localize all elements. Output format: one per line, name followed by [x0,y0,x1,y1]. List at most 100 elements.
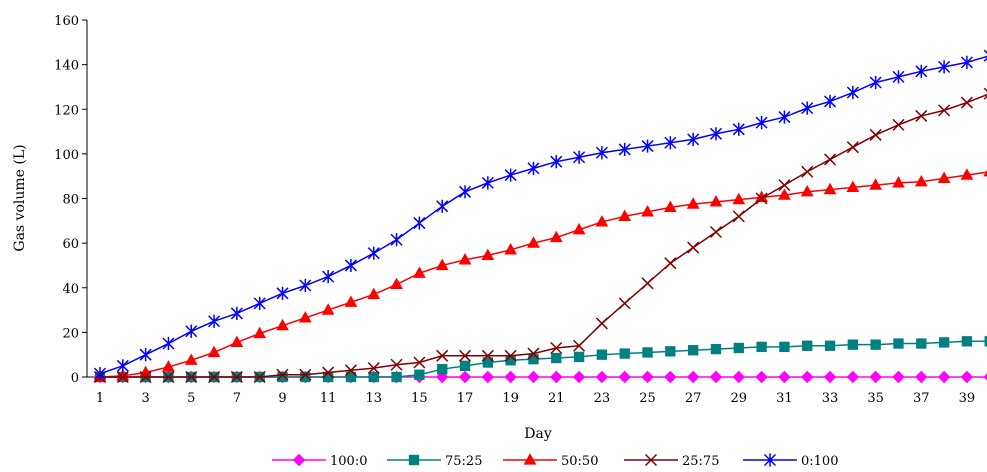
data-point [869,75,882,90]
data-point [756,341,767,353]
data-point [253,296,266,310]
y-axis-title: Gas volume (L) [12,144,28,251]
data-point [800,185,814,197]
legend-marker [644,453,658,467]
data-point [549,230,563,243]
x-tick-label: 27 [685,391,702,406]
data-point [550,370,563,384]
data-point [527,347,540,360]
data-point [983,49,987,62]
data-point [458,349,472,362]
legend-marker [292,453,306,467]
x-tick-label: 13 [365,391,382,406]
data-point [915,64,928,78]
data-point [665,346,676,357]
y-tick-label: 0 [71,371,79,386]
data-point [298,311,312,323]
data-point [573,339,586,352]
data-point [618,142,631,157]
data-point [390,233,403,247]
legend-marker [408,454,420,466]
x-tick-label: 31 [776,391,793,406]
data-point [208,370,221,384]
data-point [960,55,973,69]
data-point [436,199,449,213]
data-point [938,337,950,348]
data-point [755,192,768,205]
data-point [778,188,791,200]
data-point [504,243,517,255]
data-point [185,370,198,384]
legend-item: 100:0 [272,453,367,469]
data-point [595,215,609,227]
y-axis: 0 20 40 60 80 100 120 140 160 [54,14,88,386]
series-line [100,93,987,378]
data-point [184,353,198,365]
data-point [732,192,746,205]
data-point [322,269,335,284]
data-point [778,110,791,124]
data-point [481,349,494,362]
data-point [277,371,288,383]
data-point [436,349,449,362]
data-point [960,96,973,109]
data-point [938,104,951,117]
y-tick-label: 80 [62,193,79,208]
data-point [869,178,883,190]
data-point [961,336,973,347]
data-point [823,182,837,195]
data-point [846,141,859,154]
data-point [778,179,791,192]
legend: 100:0 75:25 50:50 25:75 0:100 [272,453,838,469]
data-point [276,286,289,300]
data-point [983,373,987,381]
data-point [664,257,677,270]
data-point [276,318,289,331]
data-point [458,370,472,384]
data-point [960,168,974,180]
data-point [458,185,472,199]
x-tick-label: 23 [594,391,611,406]
data-point [482,357,494,368]
x-tick-label: 33 [822,391,839,406]
data-point [253,326,267,339]
y-tick-label: 100 [54,148,79,163]
data-point [299,368,312,381]
data-point [709,127,723,141]
data-point [847,339,859,350]
legend-label: 75:25 [445,454,482,469]
data-point [663,200,677,213]
data-point [710,343,722,355]
data-point [778,370,791,384]
data-point [207,345,221,358]
x-tick-label: 15 [411,391,428,406]
data-point [914,174,928,187]
data-point [505,355,516,366]
data-point [732,370,745,384]
x-tick-label: 25 [639,391,656,406]
data-point [458,253,472,265]
data-point [869,128,882,141]
data-point [869,370,882,384]
data-point [437,364,448,375]
data-point [299,278,312,293]
data-point [824,340,836,351]
data-point [779,341,790,353]
data-point [345,371,357,383]
data-point [686,370,700,384]
data-point [504,168,517,182]
series-line [99,55,987,375]
data-point [322,366,335,379]
data-point [709,195,723,207]
data-point [870,339,881,350]
y-tick-label: 60 [62,237,79,252]
data-point [618,297,631,310]
data-point [618,209,632,221]
x-tick-label: 35 [867,391,884,406]
data-point [892,70,905,84]
data-point [185,324,198,338]
legend-marker [523,453,537,465]
data-point [937,370,951,384]
data-point [687,132,700,146]
